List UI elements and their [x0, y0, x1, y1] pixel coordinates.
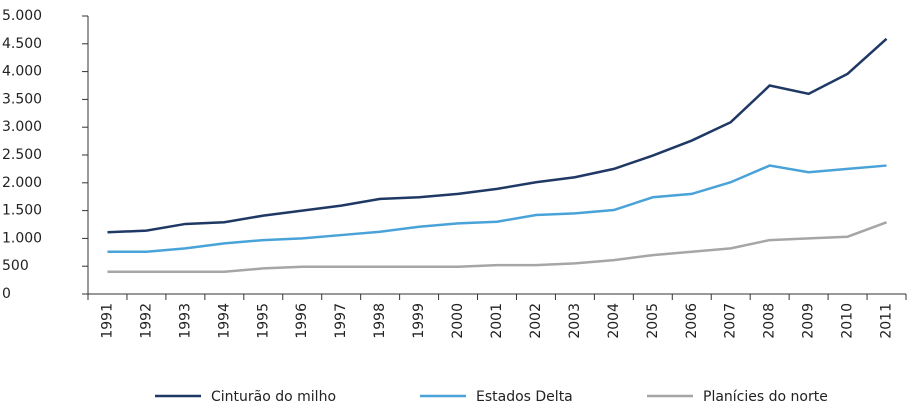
x-tick-label: 2001	[489, 303, 505, 339]
y-tick-label: 500	[2, 258, 29, 274]
x-tick-label: 1996	[294, 303, 310, 339]
x-tick-label: 1994	[216, 303, 232, 339]
x-tick-label: 2009	[801, 303, 817, 339]
y-tick-label: 2.000	[2, 175, 42, 191]
x-tick-label: 2000	[450, 303, 466, 339]
x-tick-label: 1998	[372, 303, 388, 339]
x-tick-label: 2011	[879, 303, 895, 339]
y-tick-label: 4.500	[2, 36, 42, 52]
legend-label: Cinturão do milho	[211, 389, 336, 405]
x-tick-label: 2008	[762, 303, 778, 339]
y-tick-label: 4.000	[2, 64, 42, 80]
x-tick-label: 1993	[177, 303, 193, 339]
y-tick-label: 1.500	[2, 203, 42, 219]
x-tick-label: 1991	[99, 303, 115, 339]
series-line	[107, 164, 887, 253]
y-tick-label: 0	[2, 286, 11, 302]
x-tick-label: 2010	[840, 303, 856, 339]
x-tick-label: 1997	[333, 303, 349, 339]
x-tick-label: 2006	[684, 303, 700, 339]
x-tick-label: 2007	[723, 303, 739, 339]
y-tick-label: 2.500	[2, 147, 42, 163]
x-tick-label: 2003	[567, 303, 583, 339]
x-tick-label: 1999	[411, 303, 427, 339]
y-tick-label: 1.000	[2, 230, 42, 246]
x-tick-label: 1992	[138, 303, 154, 339]
x-tick-label: 2004	[606, 303, 622, 339]
x-tick-label: 1995	[255, 303, 271, 339]
y-tick-label: 5.000	[2, 8, 42, 24]
series-line	[107, 37, 888, 234]
legend-label: Planícies do norte	[703, 389, 828, 405]
x-tick-label: 2002	[528, 303, 544, 339]
x-tick-label: 2005	[645, 303, 661, 339]
series-line	[107, 221, 887, 274]
legend-label: Estados Delta	[476, 389, 573, 405]
y-tick-label: 3.500	[2, 91, 42, 107]
y-tick-label: 3.000	[2, 119, 42, 135]
